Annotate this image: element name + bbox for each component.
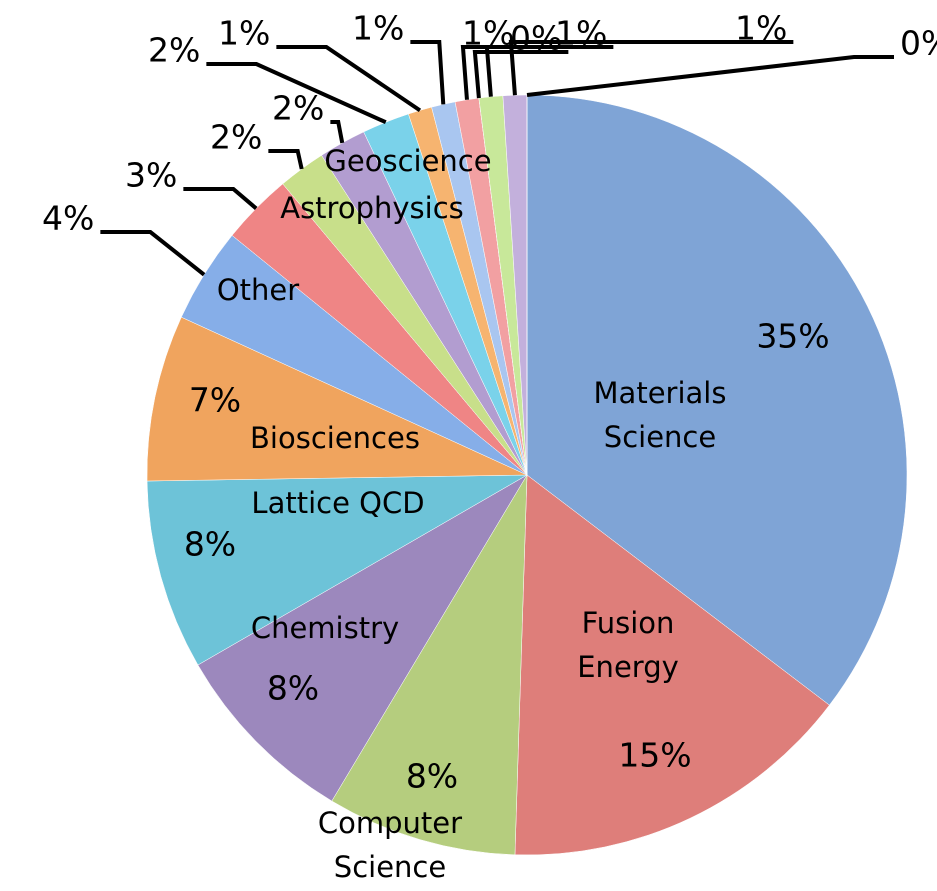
pie-slice <box>514 474 830 856</box>
data-label: 8% <box>267 669 319 708</box>
pie-slice <box>331 474 528 856</box>
slice-name: Materials Science <box>594 376 727 454</box>
leader-line <box>508 40 794 96</box>
slice-name: Lattice QCD <box>251 486 424 520</box>
data-label: 8% <box>184 525 236 564</box>
leader-line <box>183 187 258 210</box>
slice-name: Astrophysics <box>280 191 464 225</box>
slice-name: Geoscience <box>324 144 491 178</box>
leader-line <box>484 45 614 97</box>
slice-name: Chemistry <box>251 611 399 645</box>
data-label: 1% <box>352 9 404 48</box>
pie-slice <box>146 316 528 482</box>
data-label: 4% <box>42 199 94 238</box>
data-label: 2% <box>272 89 324 128</box>
slice-name: Biosciences <box>250 421 420 455</box>
data-label: 2% <box>210 118 262 157</box>
slice-name: Fusion Energy <box>577 606 679 684</box>
slice-name: Other <box>217 273 299 307</box>
leader-line <box>276 45 422 113</box>
data-label: 2% <box>148 31 200 70</box>
data-label: 1% <box>218 14 270 53</box>
leader-line <box>410 40 446 105</box>
data-label: 35% <box>756 317 829 356</box>
data-label: 8% <box>406 757 458 796</box>
data-label: 7% <box>189 381 241 420</box>
slice-name: Computer Science <box>318 806 462 884</box>
leader-line <box>472 50 569 99</box>
data-label: 3% <box>125 156 177 195</box>
pie-slice <box>197 474 528 802</box>
leader-line <box>526 55 894 97</box>
leader-line <box>206 62 387 125</box>
pie-slice <box>146 474 528 666</box>
pie-slice <box>526 94 908 706</box>
data-label: 15% <box>618 736 691 775</box>
leader-line <box>330 120 345 144</box>
leader-line <box>100 230 206 277</box>
leader-line <box>268 149 304 170</box>
data-label: 0% <box>900 24 937 63</box>
